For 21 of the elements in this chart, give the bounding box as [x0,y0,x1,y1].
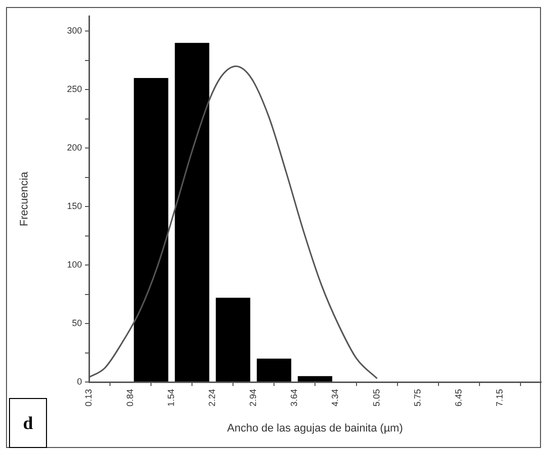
x-tick-label: 1.54 [166,389,176,407]
x-tick-label: 6.45 [454,389,464,407]
x-tick-label: 5.75 [412,389,423,407]
x-tick-label: 3.64 [288,389,299,407]
x-tick-label: 7.15 [494,389,504,407]
y-tick-label: 300 [66,26,82,36]
y-tick-label: 200 [66,142,82,153]
x-tick-label: 4.34 [330,389,340,407]
x-tick-label: 0.84 [125,389,136,407]
y-tick-label: 150 [66,201,82,212]
y-tick-label: 50 [72,318,82,328]
x-tick-label: 0.13 [83,389,94,407]
x-tick-label: 2.24 [207,389,218,407]
x-axis-title: Ancho de las agujas de bainita (µm) [227,422,403,434]
y-tick-label: 100 [66,260,82,270]
x-tick-label: 2.94 [248,389,258,407]
y-tick-label: 0 [76,376,82,386]
y-tick-label: 250 [66,84,82,94]
text: d [9,398,47,448]
y-axis-title: Frecuencia [18,170,31,226]
x-tick-label: 5.05 [372,389,382,407]
